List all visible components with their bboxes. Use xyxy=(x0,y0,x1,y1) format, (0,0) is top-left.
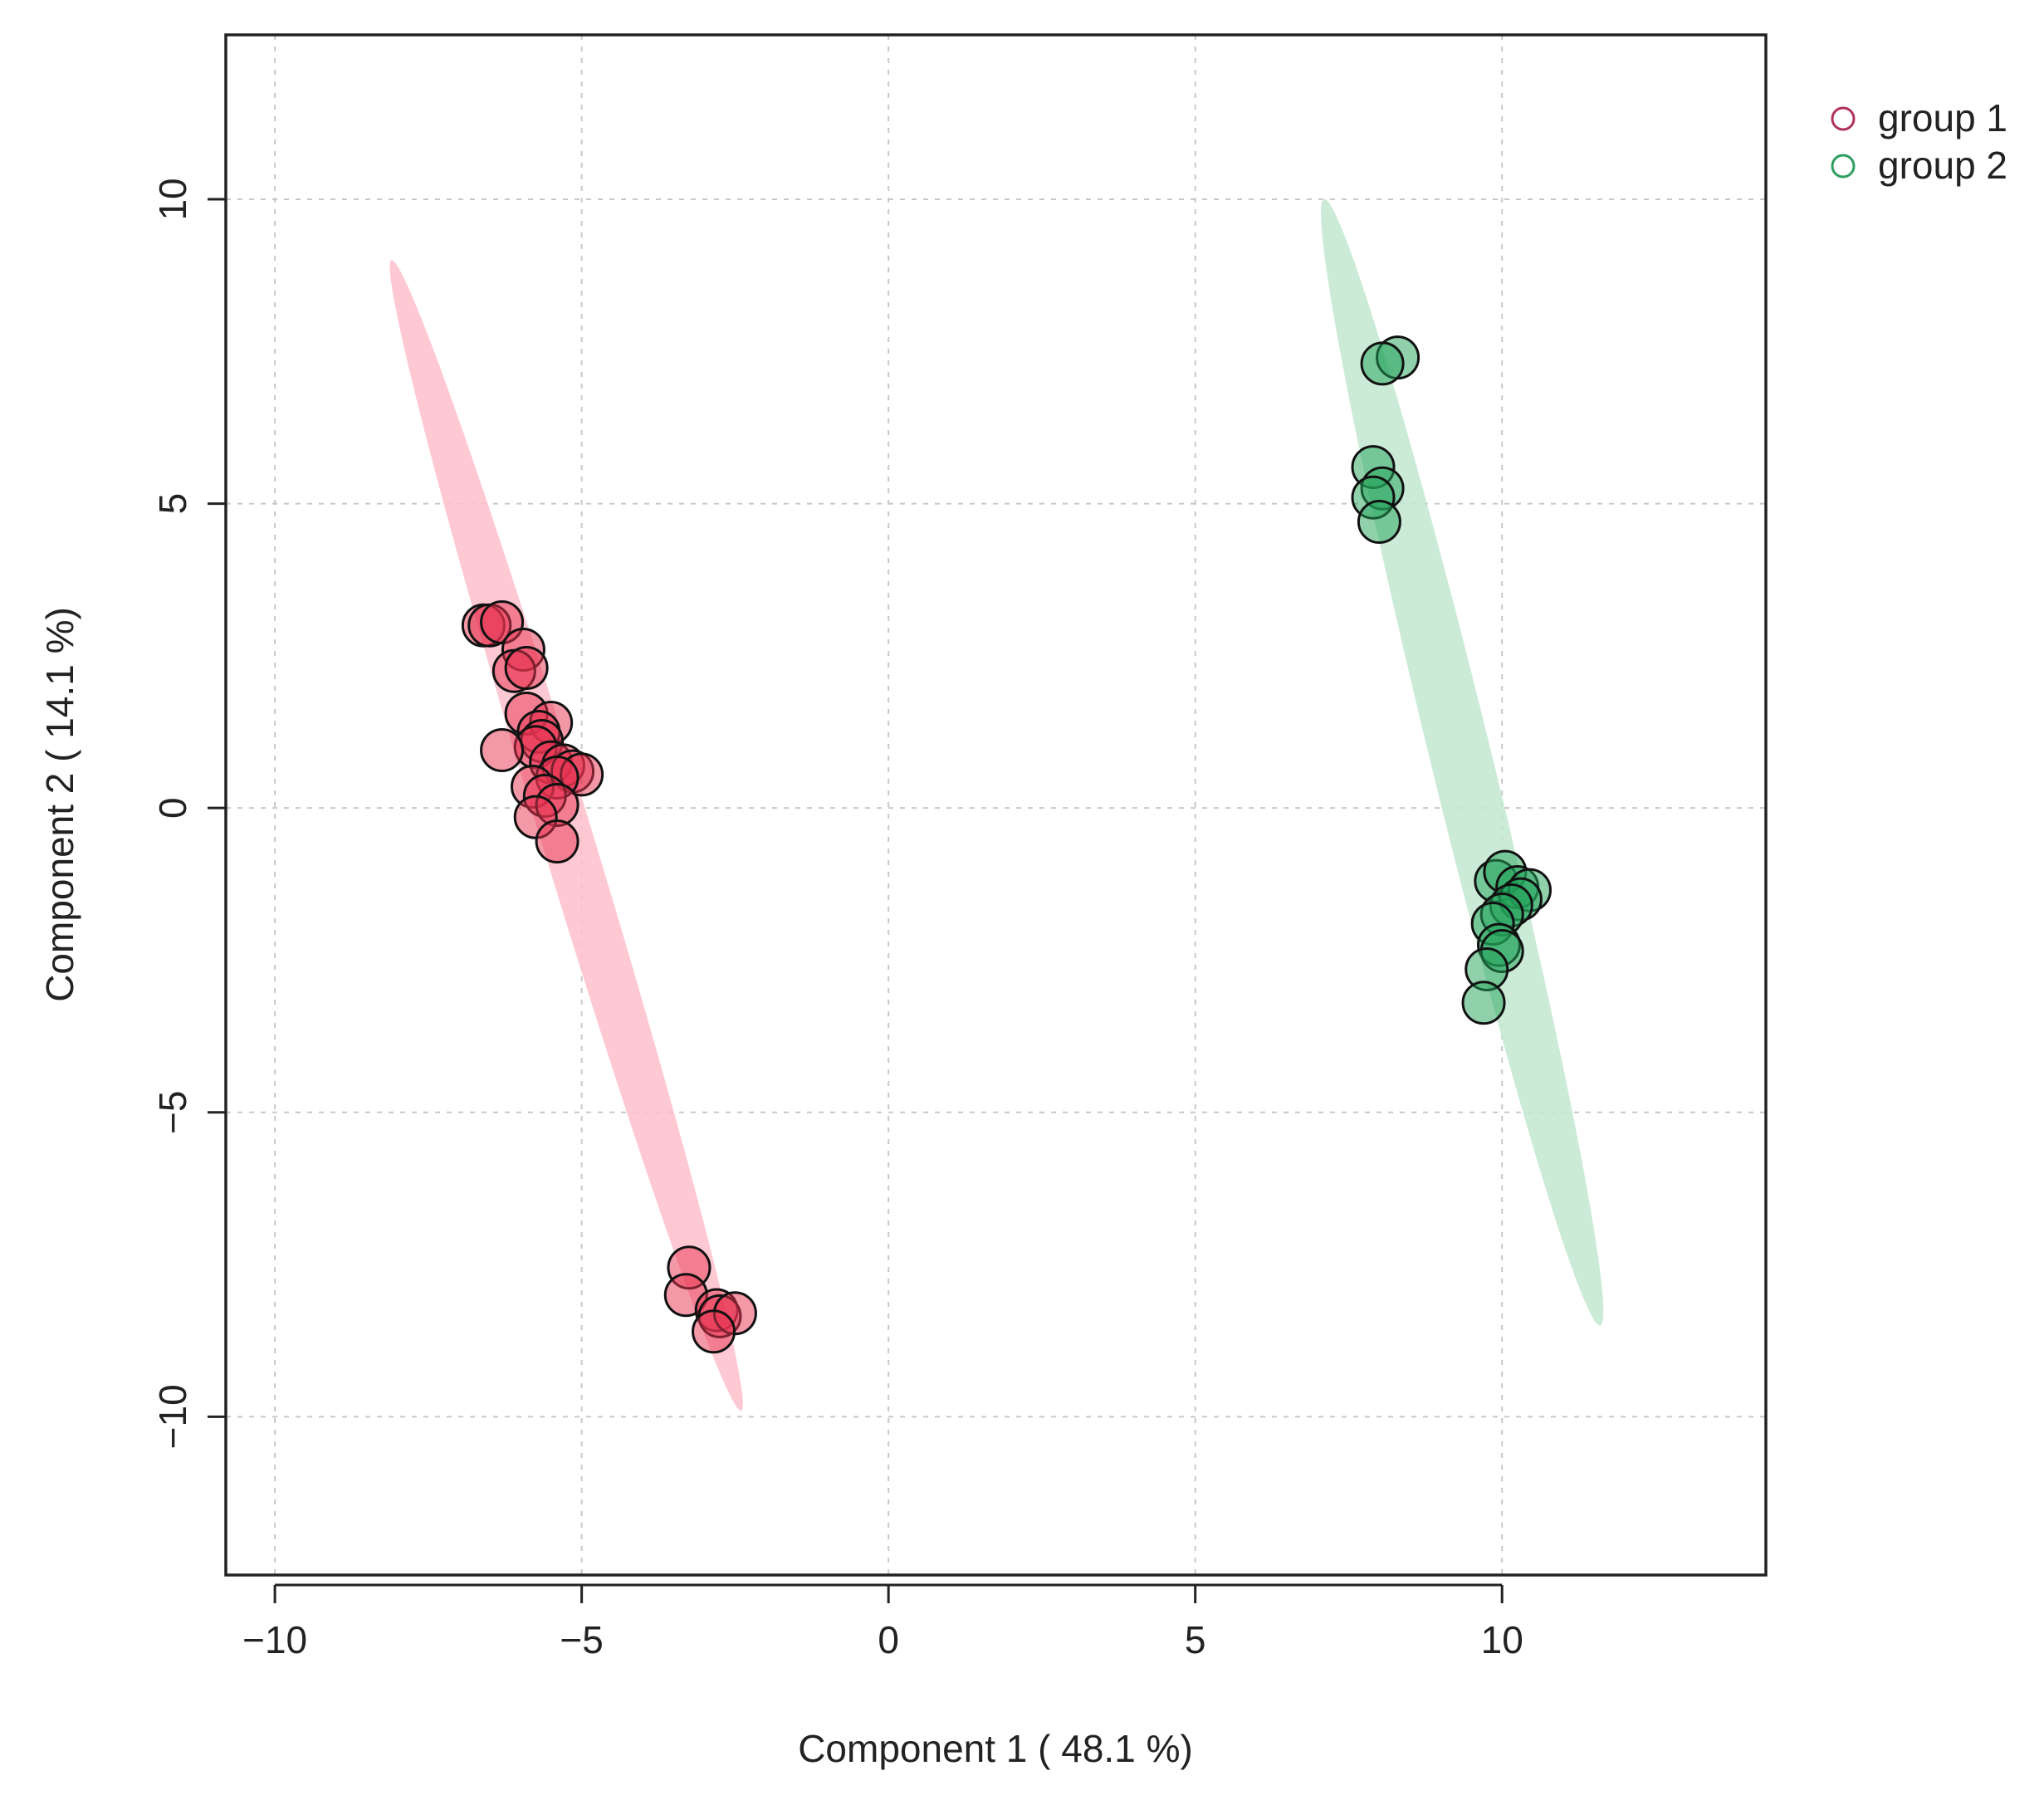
point-group-2 xyxy=(1461,981,1506,1025)
point-group-2 xyxy=(1357,500,1401,545)
plot-frame xyxy=(224,33,1768,1577)
legend-label-group-1: group 1 xyxy=(1878,96,2007,139)
point-group-2 xyxy=(1360,341,1405,386)
point-group-1 xyxy=(504,646,549,691)
legend-marker-group-2 xyxy=(1831,154,1856,179)
y-tick-label: −5 xyxy=(151,1091,194,1134)
legend-marker-group-1 xyxy=(1831,106,1856,131)
x-tick-label: −5 xyxy=(560,1618,603,1661)
point-group-1 xyxy=(480,728,525,773)
x-tick-label: 0 xyxy=(878,1618,899,1661)
y-tick-label: 0 xyxy=(151,797,194,819)
point-group-1 xyxy=(535,819,579,863)
y-tick-label: −10 xyxy=(151,1384,194,1449)
y-axis-title: Component 2 ( 14.1 %) xyxy=(38,607,81,1002)
x-tick-label: −10 xyxy=(242,1618,307,1661)
x-tick-label: 5 xyxy=(1185,1618,1206,1661)
point-group-1 xyxy=(692,1309,736,1354)
legend-label-group-2: group 2 xyxy=(1878,144,2007,187)
axes: −10 −5 0 5 10 −10 −5 0 5 10 xyxy=(151,178,1523,1661)
x-axis-title: Component 1 ( 48.1 %) xyxy=(798,1727,1193,1770)
x-tick-label: 10 xyxy=(1481,1618,1523,1661)
legend: group 1 group 2 xyxy=(1831,96,2007,187)
data-points xyxy=(461,335,1552,1354)
y-tick-label: 5 xyxy=(151,493,194,515)
y-tick-label: 10 xyxy=(151,178,194,220)
